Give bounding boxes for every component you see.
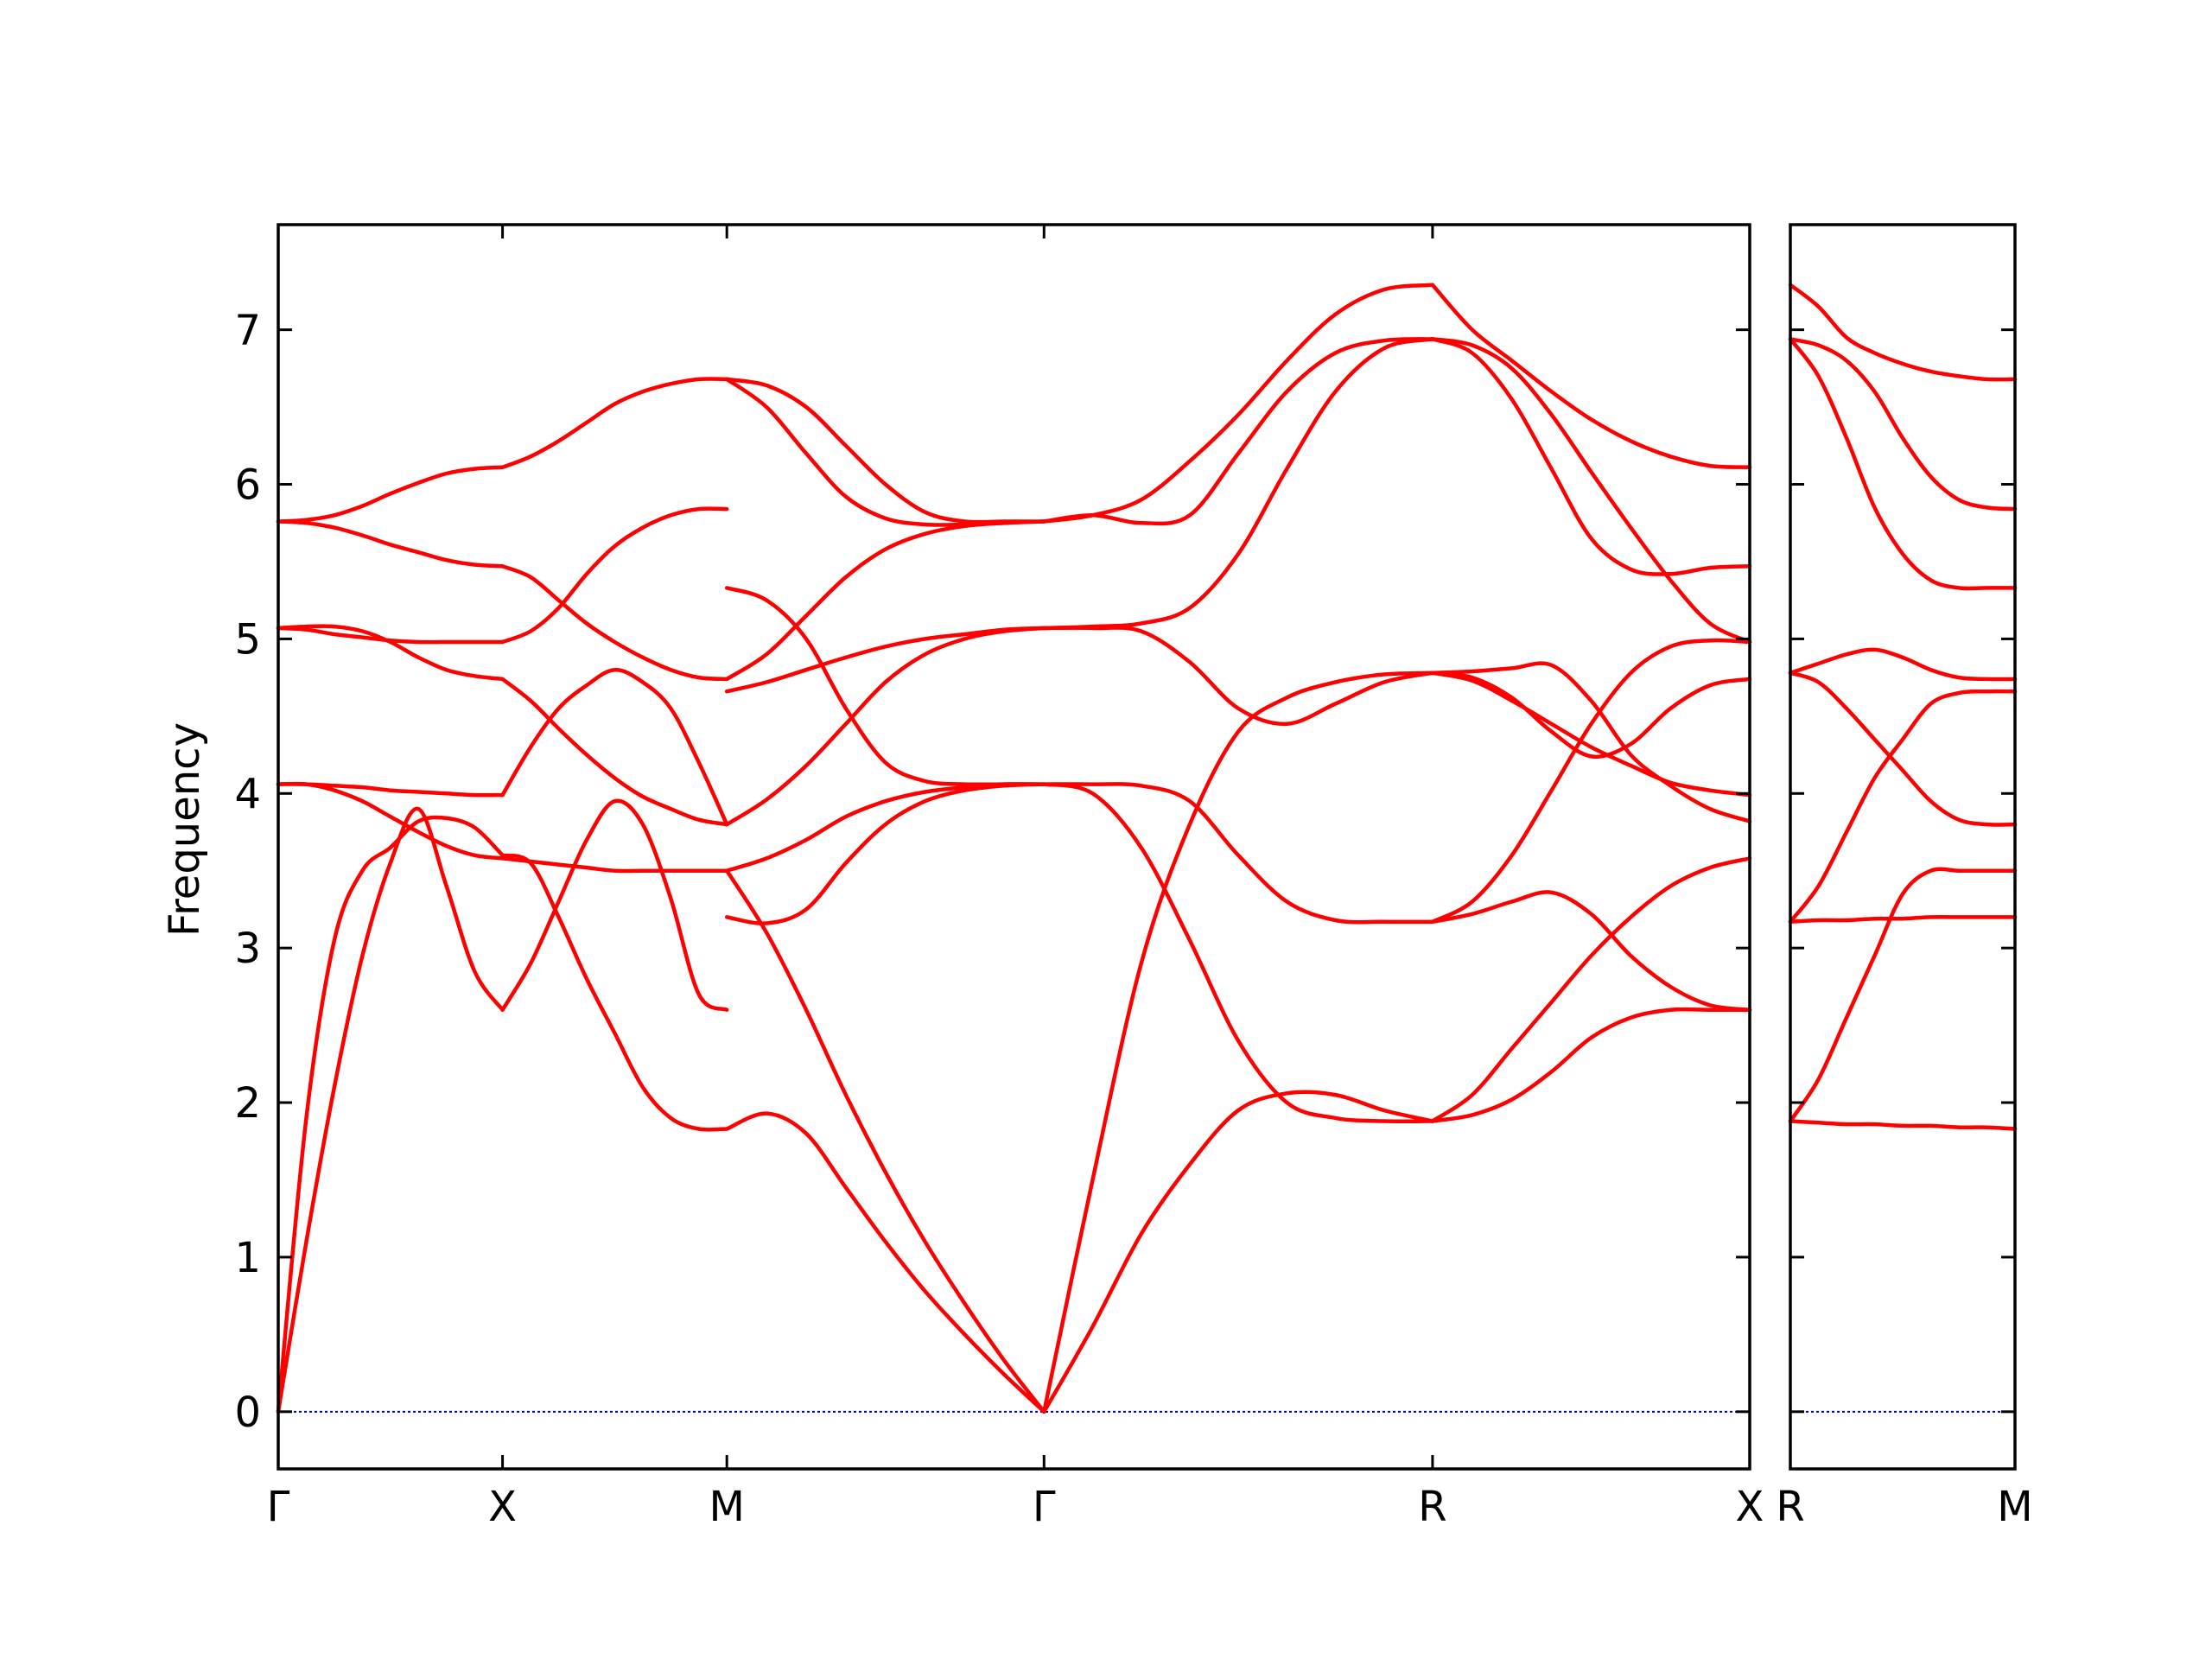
band-line-main-seg2-b7 [724,519,1046,682]
band-line-main-seg3-b6 [1042,337,1435,526]
band-line-main-seg1-b4 [500,506,729,645]
y-tick-label: 7 [234,307,261,355]
band-line-main-seg3-b7 [1042,283,1435,524]
y-tick-label: 4 [234,770,261,818]
y-tick-label: 2 [234,1079,261,1128]
band-line-main-seg2-b3 [724,782,1046,873]
band-line-side-seg0-b8 [1788,283,2018,382]
band-line-main-seg4-b6 [1430,671,1752,798]
x-tick-label: M [1997,1483,2032,1531]
band-line-main-seg0-b7 [276,465,505,524]
main-panel: 0 1 2 3 4 5 6 7 Γ X M Γ R X [234,223,1764,1531]
band-line-side-seg0-b3 [1788,689,2018,925]
x-tick-label: X [488,1483,517,1531]
band-line-main-seg4-b0 [1430,1007,1752,1123]
band-line-main-seg1-b6 [500,564,729,682]
band-line-side-seg0-b5 [1788,647,2018,682]
band-line-main-seg3-b1 [1042,671,1435,1414]
axes-frame [276,223,1751,1471]
axes-frame [1789,223,2017,1471]
band-line-main-seg4-b1 [1430,856,1752,1123]
band-line-main-seg1-b3 [500,667,729,827]
band-line-main-seg2-b6 [724,626,1046,694]
band-line-main-seg1-b1 [500,853,729,1132]
band-line-main-seg1-b2 [500,856,729,874]
band-line-main-seg3-b0 [1042,1090,1435,1414]
y-axis-label: Frequency [161,722,209,937]
x-tick-label: R [1776,1483,1804,1531]
band-line-main-seg4-b2 [1430,890,1752,1012]
band-line-main-seg4-b4 [1430,661,1752,823]
band-line-main-seg2-b0 [724,1111,1046,1414]
band-line-main-seg1-b0 [500,798,729,1012]
band-line-main-seg4-b9 [1430,283,1752,470]
band-line-main-seg2-b1 [724,868,1046,1414]
band-line-main-seg4-b5 [1430,671,1752,760]
band-line-main-seg0-b5 [276,624,505,682]
x-tick-label: Γ [1033,1483,1056,1531]
band-line-main-seg3-b5 [1042,337,1435,631]
band-line-main-seg4-b3 [1430,638,1752,925]
y-tick-label: 1 [234,1234,261,1282]
y-tick-label: 3 [234,925,261,973]
band-line-side-seg0-b0 [1788,1119,2018,1131]
band-line-main-seg2-b4 [724,626,1046,827]
y-tick-label: 5 [234,615,261,664]
band-line-main-seg3-b2 [1042,782,1435,925]
x-tick-label: R [1418,1483,1446,1531]
band-line-side-seg0-b1 [1788,867,2018,1123]
band-line-side-seg0-b4 [1788,671,2018,827]
band-line-main-seg2-b5 [724,586,1046,787]
band-line-side-seg0-b7 [1788,337,2018,512]
band-line-main-seg4-b7 [1430,337,1752,576]
x-tick-label: X [1736,1483,1764,1531]
band-line-main-seg0-b6 [276,519,505,569]
band-line-main-seg4-b8 [1430,337,1752,645]
band-line-side-seg0-b6 [1788,337,2018,591]
band-line-main-seg1-b5 [500,677,729,827]
band-line-main-seg0-b0 [276,806,505,1414]
x-tick-label: Γ [267,1483,290,1531]
band-line-main-seg0-b3 [276,782,505,798]
band-line-main-seg2-b8 [724,377,1046,527]
band-line-main-seg2-b9 [724,377,1046,524]
y-tick-label: 0 [234,1389,261,1437]
y-tick-label: 6 [234,461,261,510]
band-line-main-seg0-b1 [276,815,505,1414]
band-line-main-seg1-b7 [500,377,729,470]
x-tick-label: M [709,1483,744,1531]
band-line-side-seg0-b2 [1788,915,2018,925]
band-line-main-seg3-b3 [1042,782,1435,1124]
